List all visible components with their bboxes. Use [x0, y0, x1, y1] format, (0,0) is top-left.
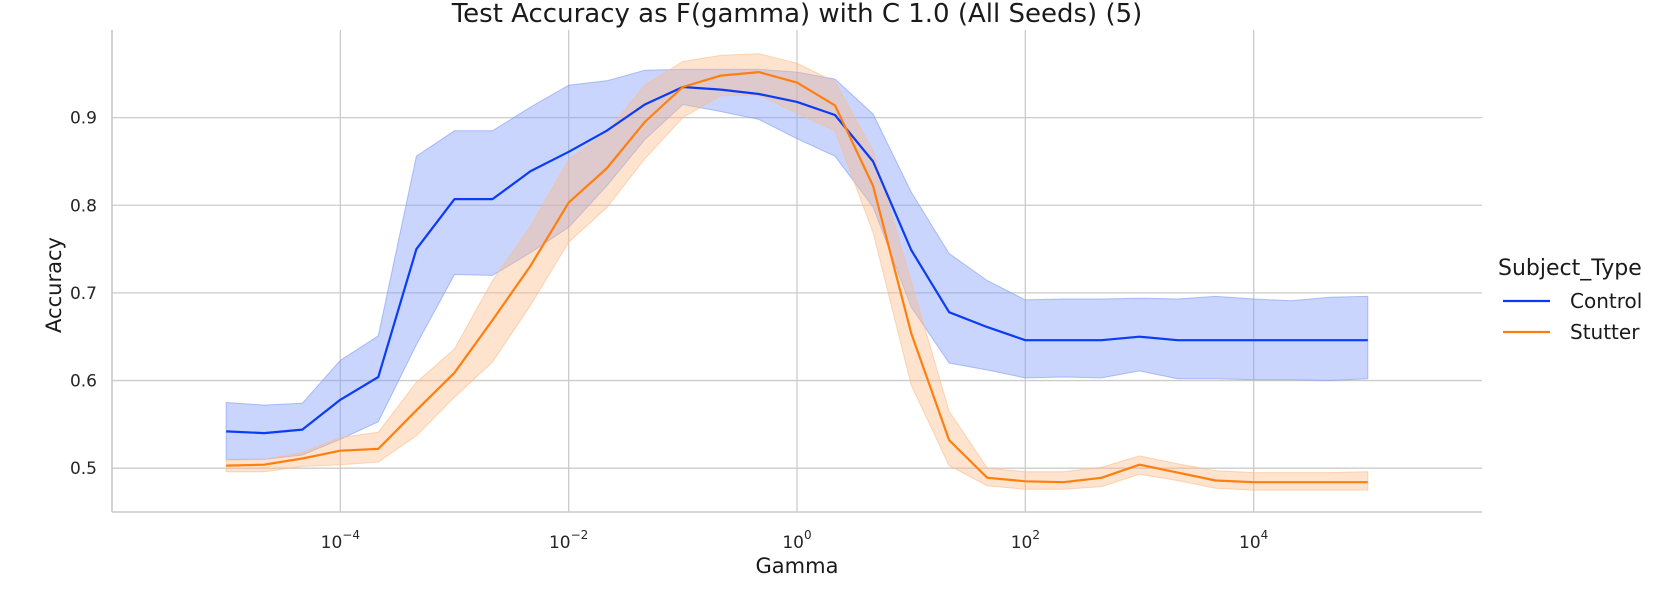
x-tick-label: 10−4 — [321, 528, 360, 553]
legend-title: Subject_Type — [1498, 256, 1642, 281]
x-axis-label: Gamma — [756, 554, 839, 578]
y-axis-label: Accuracy — [42, 237, 66, 333]
x-tick-label: 102 — [1011, 528, 1040, 553]
control-confidence-band — [225, 68, 1369, 460]
stutter-line — [226, 70, 1368, 484]
x-tick-label: 104 — [1239, 528, 1268, 553]
x-tick-labels: 10−4 10−2 100 102 104 — [321, 528, 1269, 553]
y-tick-label: 0.9 — [70, 109, 97, 129]
chart-title: Test Accuracy as F(gamma) with C 1.0 (Al… — [451, 0, 1143, 29]
confidence-bands — [225, 53, 1369, 491]
y-tick-label: 0.5 — [70, 459, 97, 479]
y-tick-labels: 0.5 0.6 0.7 0.8 0.9 — [70, 109, 97, 480]
stutter-confidence-band — [225, 53, 1369, 491]
y-tick-label: 0.6 — [70, 372, 97, 392]
y-tick-label: 0.7 — [70, 284, 97, 304]
axis-spines — [111, 30, 1482, 513]
x-tick-label: 100 — [782, 528, 811, 553]
grid-lines — [112, 30, 1482, 512]
x-tick-label: 10−2 — [549, 528, 588, 553]
control-legend-label: Control — [1570, 289, 1642, 313]
control-line — [226, 85, 1368, 435]
y-tick-label: 0.8 — [70, 196, 97, 216]
series-lines — [226, 70, 1368, 484]
stutter-legend-label: Stutter — [1570, 320, 1640, 344]
legend: Subject_Type Control Stutter — [1498, 256, 1642, 344]
